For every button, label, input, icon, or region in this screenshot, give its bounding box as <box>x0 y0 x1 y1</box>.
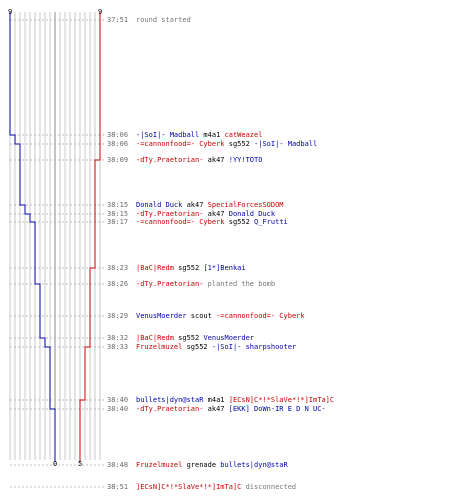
player-name: |BaC|Redm <box>136 334 174 342</box>
event-time: 37:51 <box>107 16 129 24</box>
player-name: [EKK] DoWn-IR E D N UC- <box>228 405 326 413</box>
event-time: 38:48 <box>107 461 129 469</box>
event-note: disconnected <box>241 483 297 491</box>
ct-start-count: 9 <box>8 8 13 16</box>
player-name: Fruzelmuzel <box>136 343 183 351</box>
player-name: -dTy.Praetorian- <box>136 405 204 413</box>
event-time: 38:33 <box>107 343 129 351</box>
event-note: planted the bomb <box>203 280 276 288</box>
player-name: -=cannonfood=- Cyberk <box>136 218 225 226</box>
player-name: ]ECsN]C*!*SlaVe*!*]ImTa]C <box>136 483 242 491</box>
t-alive-line <box>79 12 101 462</box>
player-name: VenusMoerder <box>136 312 187 320</box>
player-name: VenusMoerder <box>203 334 255 342</box>
event-time: 38:06 <box>107 131 129 139</box>
player-name: -|SoI|- sharpshooter <box>211 343 297 351</box>
event-time: 38:15 <box>107 210 129 218</box>
player-name: -|SoI|- Madball <box>254 140 318 148</box>
player-name: bullets|dyn@staR <box>220 461 288 469</box>
weapon-label: scout <box>186 312 217 320</box>
event-text: -dTy.Praetorian- ak47 !YY!TOTO <box>136 156 262 165</box>
event-time: 38:15 <box>107 201 129 209</box>
event-time: 38:06 <box>107 140 129 148</box>
weapon-label: m4a1 <box>199 131 225 139</box>
weapon-label: ak47 <box>182 201 208 209</box>
player-name: catWeazel <box>224 131 263 139</box>
player-name: Q_Frutti <box>254 218 288 226</box>
weapon-label: sg552 <box>173 334 204 342</box>
event-text: -=cannonfood=- Cyberk sg552 Q_Frutti <box>136 218 288 227</box>
t-end-count: 5 <box>78 460 83 468</box>
event-text: -=cannonfood=- Cyberk sg552 -|SoI|- Madb… <box>136 140 317 149</box>
event-text: -dTy.Praetorian- ak47 Donald Duck <box>136 210 275 219</box>
weapon-label: sg552 <box>173 264 204 272</box>
player-name: bullets|dyn@staR <box>136 396 204 404</box>
player-name: SpecialForcesSODOM <box>207 201 284 209</box>
ct-end-count: 0 <box>53 460 58 468</box>
event-time: 38:51 <box>107 483 129 491</box>
player-name: Fruzelmuzel <box>136 461 183 469</box>
weapon-label: sg552 <box>224 218 255 226</box>
weapon-label: ak47 <box>203 156 229 164</box>
weapon-label: sg552 <box>224 140 255 148</box>
event-text: Fruzelmuzel sg552 -|SoI|- sharpshooter <box>136 343 296 352</box>
player-name: -|SoI|- Madball <box>136 131 200 139</box>
player-name: ]ECsN]C*!*SlaVe*!*]ImTa]C <box>228 396 335 404</box>
event-time: 38:40 <box>107 396 129 404</box>
ct-alive-line <box>9 12 56 462</box>
event-text: -dTy.Praetorian- planted the bomb <box>136 280 275 289</box>
event-time: 38:17 <box>107 218 129 226</box>
event-time: 38:40 <box>107 405 129 413</box>
event-text: -|SoI|- Madball m4a1 catWeazel <box>136 131 262 140</box>
player-name: -dTy.Praetorian- <box>136 156 204 164</box>
event-text: -dTy.Praetorian- ak47 [EKK] DoWn-IR E D … <box>136 405 326 414</box>
weapon-label: m4a1 <box>203 396 229 404</box>
event-text: |BaC|Redm sg552 VenusMoerder <box>136 334 254 343</box>
weapon-label: ak47 <box>203 210 229 218</box>
player-name: |BaC|Redm <box>136 264 174 272</box>
event-text: Donald Duck ak47 SpecialForcesSODOM <box>136 201 284 210</box>
event-text: |BaC|Redm sg552 [1*]Benkai <box>136 264 246 273</box>
player-name: -dTy.Praetorian- <box>136 280 204 288</box>
event-time: 38:23 <box>107 264 129 272</box>
event-text: bullets|dyn@staR m4a1 ]ECsN]C*!*SlaVe*!*… <box>136 396 334 405</box>
event-time: 38:26 <box>107 280 129 288</box>
player-name: [1*]Benkai <box>203 264 246 272</box>
player-name: Donald Duck <box>228 210 276 218</box>
player-name: !YY!TOTO <box>228 156 263 164</box>
event-time: 38:09 <box>107 156 129 164</box>
event-text: round started <box>136 16 191 25</box>
t-start-count: 9 <box>98 8 103 16</box>
weapon-label: sg552 <box>182 343 212 351</box>
weapon-label: ak47 <box>203 405 229 413</box>
event-text: ]ECsN]C*!*SlaVe*!*]ImTa]C disconnected <box>136 483 296 492</box>
event-time: 38:29 <box>107 312 129 320</box>
event-text: VenusMoerder scout -=cannonfood=- Cyberk <box>136 312 305 321</box>
player-name: -=cannonfood=- Cyberk <box>216 312 305 320</box>
player-name: Donald Duck <box>136 201 183 209</box>
event-time: 38:32 <box>107 334 129 342</box>
player-name: -=cannonfood=- Cyberk <box>136 140 225 148</box>
event-note: round started <box>136 16 191 24</box>
event-text: Fruzelmuzel grenade bullets|dyn@staR <box>136 461 288 470</box>
player-name: -dTy.Praetorian- <box>136 210 204 218</box>
weapon-label: grenade <box>182 461 221 469</box>
